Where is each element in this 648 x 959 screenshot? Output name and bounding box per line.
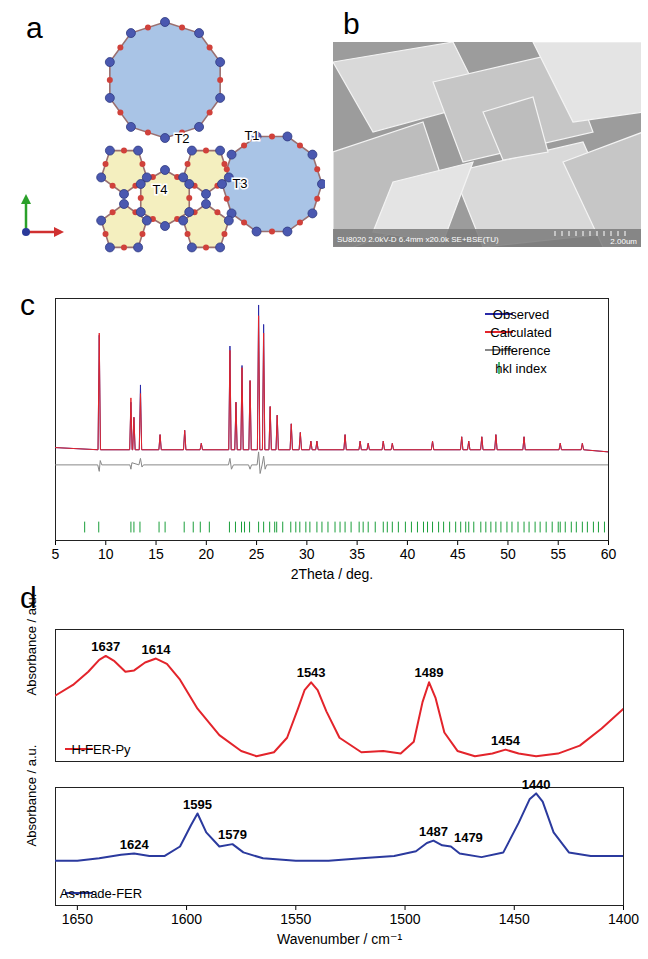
svg-text:1600: 1600: [171, 911, 202, 927]
svg-text:SU8020 2.0kV-D 6.4mm x20.0k SE: SU8020 2.0kV-D 6.4mm x20.0k SE+BSE(TU): [337, 235, 499, 244]
svg-text:1650: 1650: [62, 911, 93, 927]
svg-text:1487: 1487: [419, 824, 448, 839]
svg-text:As-made-FER: As-made-FER: [60, 886, 142, 901]
svg-text:1543: 1543: [297, 665, 326, 680]
svg-text:Absorbance / a.u.: Absorbance / a.u.: [24, 594, 39, 696]
svg-text:1637: 1637: [91, 639, 120, 654]
svg-text:50: 50: [500, 546, 516, 562]
svg-text:20: 20: [199, 546, 215, 562]
svg-text:a: a: [26, 11, 43, 44]
svg-text:T3: T3: [232, 176, 247, 191]
svg-text:1624: 1624: [120, 837, 150, 852]
svg-text:2Theta / deg.: 2Theta / deg.: [291, 566, 374, 582]
svg-text:60: 60: [601, 546, 617, 562]
svg-text:T2: T2: [174, 131, 189, 146]
svg-text:35: 35: [349, 546, 365, 562]
svg-text:10: 10: [98, 546, 114, 562]
svg-text:15: 15: [148, 546, 164, 562]
svg-text:1500: 1500: [389, 911, 420, 927]
svg-text:1579: 1579: [218, 827, 247, 842]
svg-text:55: 55: [550, 546, 566, 562]
svg-text:b: b: [343, 7, 360, 40]
svg-text:1479: 1479: [454, 830, 483, 845]
svg-text:45: 45: [450, 546, 466, 562]
svg-text:1614: 1614: [142, 642, 172, 657]
svg-text:Difference: Difference: [491, 343, 550, 358]
svg-text:5: 5: [52, 546, 60, 562]
svg-text:25: 25: [249, 546, 265, 562]
svg-text:1595: 1595: [183, 797, 212, 812]
svg-text:Wavenumber / cm⁻¹: Wavenumber / cm⁻¹: [277, 931, 402, 947]
svg-text:H-FER-Py: H-FER-Py: [71, 742, 131, 757]
svg-text:40: 40: [400, 546, 416, 562]
svg-text:1440: 1440: [522, 777, 551, 792]
svg-text:Absorbance / a.u.: Absorbance / a.u.: [24, 745, 39, 847]
svg-text:1489: 1489: [415, 665, 444, 680]
svg-text:Calculated: Calculated: [490, 325, 551, 340]
svg-text:T4: T4: [152, 182, 167, 197]
svg-text:1450: 1450: [499, 911, 530, 927]
svg-text:1454: 1454: [491, 733, 521, 748]
svg-text:1400: 1400: [608, 911, 639, 927]
svg-text:2.00um: 2.00um: [610, 237, 637, 246]
svg-text:1550: 1550: [280, 911, 311, 927]
svg-text:Observed: Observed: [493, 307, 549, 322]
svg-text:T1: T1: [244, 128, 259, 143]
svg-text:hkl index: hkl index: [495, 361, 547, 376]
svg-text:30: 30: [299, 546, 315, 562]
